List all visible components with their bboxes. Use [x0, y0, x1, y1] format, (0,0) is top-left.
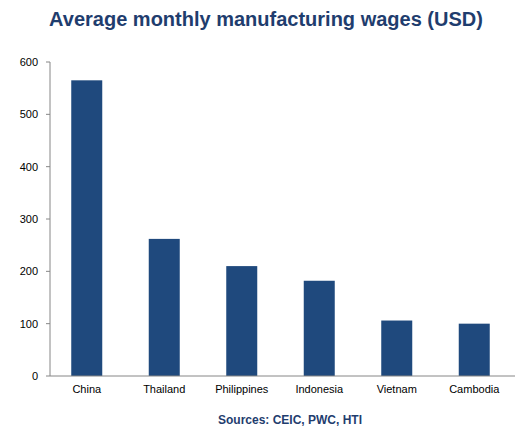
bar	[381, 321, 412, 376]
x-axis	[50, 376, 515, 377]
y-tick-label: 600	[20, 56, 38, 68]
chart-svg: Average monthly manufacturing wages (USD…	[0, 0, 532, 446]
title: Average monthly manufacturing wages (USD…	[49, 8, 483, 30]
x-tick-label: Cambodia	[449, 383, 500, 395]
bar	[459, 324, 490, 376]
y-tick	[46, 323, 50, 324]
x-tick-label: Thailand	[143, 383, 185, 395]
y-tick	[46, 114, 50, 115]
y-tick-label: 400	[20, 161, 38, 173]
bars	[71, 80, 490, 376]
bar	[71, 80, 102, 376]
y-tick	[46, 219, 50, 220]
y-tick-label: 300	[20, 213, 38, 225]
x-tick-label: Vietnam	[377, 383, 417, 395]
x-tick-label: Indonesia	[295, 383, 344, 395]
y-tick-label: 100	[20, 318, 38, 330]
bar	[226, 266, 257, 376]
source: Sources: CEIC, PWC, HTI	[218, 413, 362, 427]
y-tick	[46, 376, 50, 377]
x-tick-label: Philippines	[215, 383, 269, 395]
chart-container: Average monthly manufacturing wages (USD…	[0, 0, 532, 446]
y-tick	[46, 271, 50, 272]
y-tick-label: 500	[20, 108, 38, 120]
bar	[304, 281, 335, 376]
y-tick	[46, 62, 50, 63]
y-tick-label: 0	[32, 370, 38, 382]
x-tick-label: China	[72, 383, 102, 395]
bar	[149, 239, 180, 376]
y-tick	[46, 166, 50, 167]
y-tick-label: 200	[20, 265, 38, 277]
